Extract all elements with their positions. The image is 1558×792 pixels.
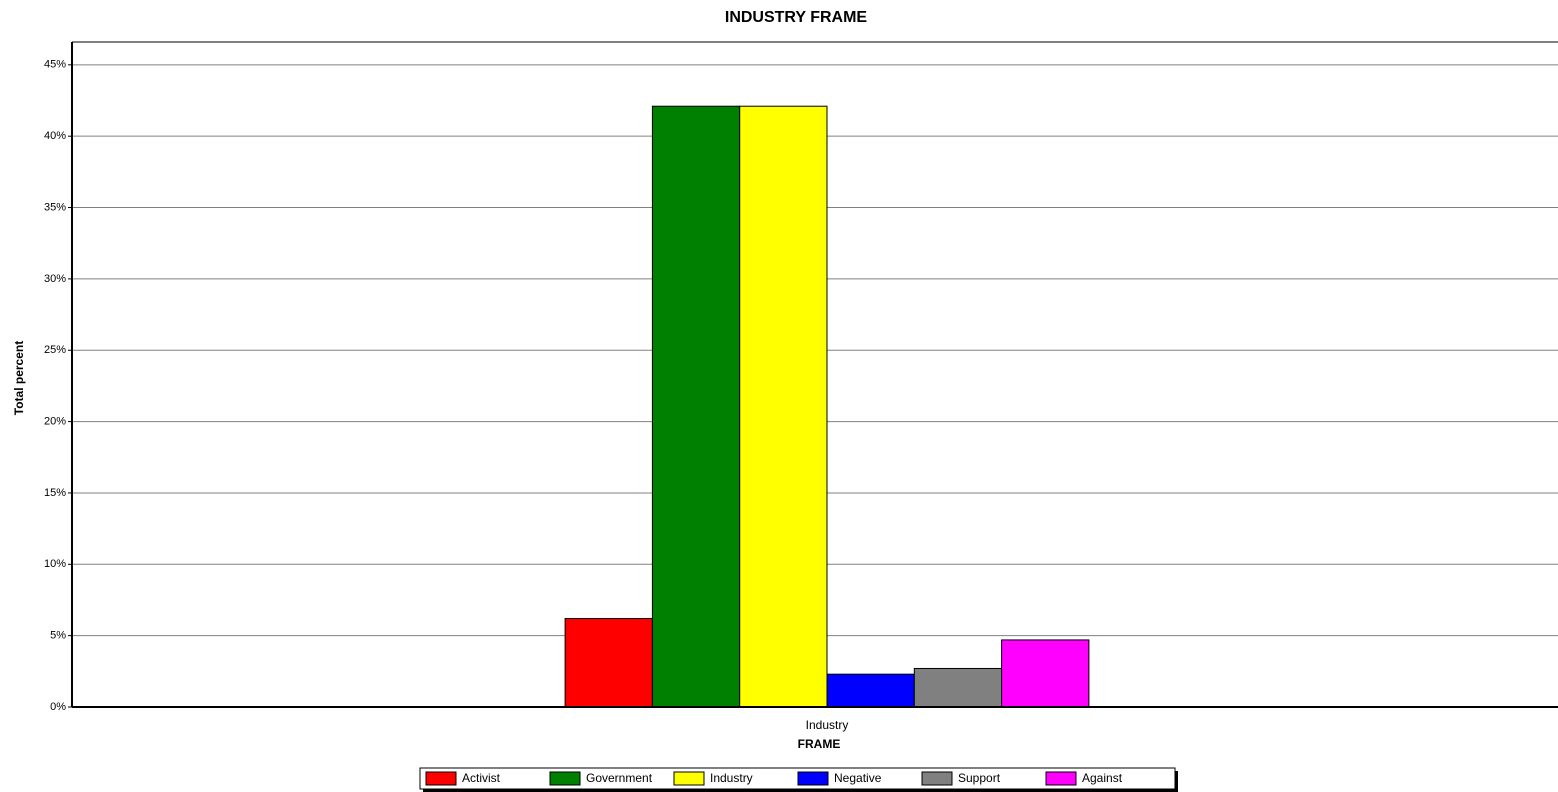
y-tick-label: 45% — [44, 59, 66, 71]
y-tick-label: 25% — [44, 344, 66, 356]
bar — [913, 667, 1003, 708]
legend-label: Against — [1082, 771, 1123, 785]
legend-label: Industry — [710, 771, 753, 785]
y-tick-label: 0% — [50, 701, 66, 713]
bar — [564, 618, 653, 708]
y-tick-label: 40% — [44, 130, 66, 142]
bar — [1001, 639, 1090, 708]
chart-title: INDUSTRY FRAME — [725, 9, 868, 26]
y-axis-title: Total percent — [12, 341, 26, 415]
bar — [739, 105, 828, 708]
y-tick-label: 5% — [50, 630, 66, 642]
y-tick-label: 35% — [44, 201, 66, 213]
y-tick-label: 20% — [44, 415, 66, 427]
legend-swatch — [549, 771, 581, 786]
y-tick-label: 10% — [44, 558, 66, 570]
legend-label: Negative — [834, 771, 882, 785]
y-tick-label: 30% — [44, 273, 66, 285]
legend-swatch — [797, 771, 829, 786]
x-axis-title: FRAME — [798, 737, 841, 751]
legend-swatch — [921, 771, 953, 786]
legend-label: Government — [586, 771, 653, 785]
bar — [826, 673, 915, 708]
bar — [651, 105, 741, 708]
x-tick-label: Industry — [806, 718, 849, 732]
legend-label: Activist — [462, 771, 501, 785]
legend-label: Support — [958, 771, 1001, 785]
legend-swatch — [673, 771, 705, 786]
legend-swatch — [1045, 771, 1077, 786]
legend-swatch — [425, 771, 457, 786]
y-tick-label: 15% — [44, 487, 66, 499]
